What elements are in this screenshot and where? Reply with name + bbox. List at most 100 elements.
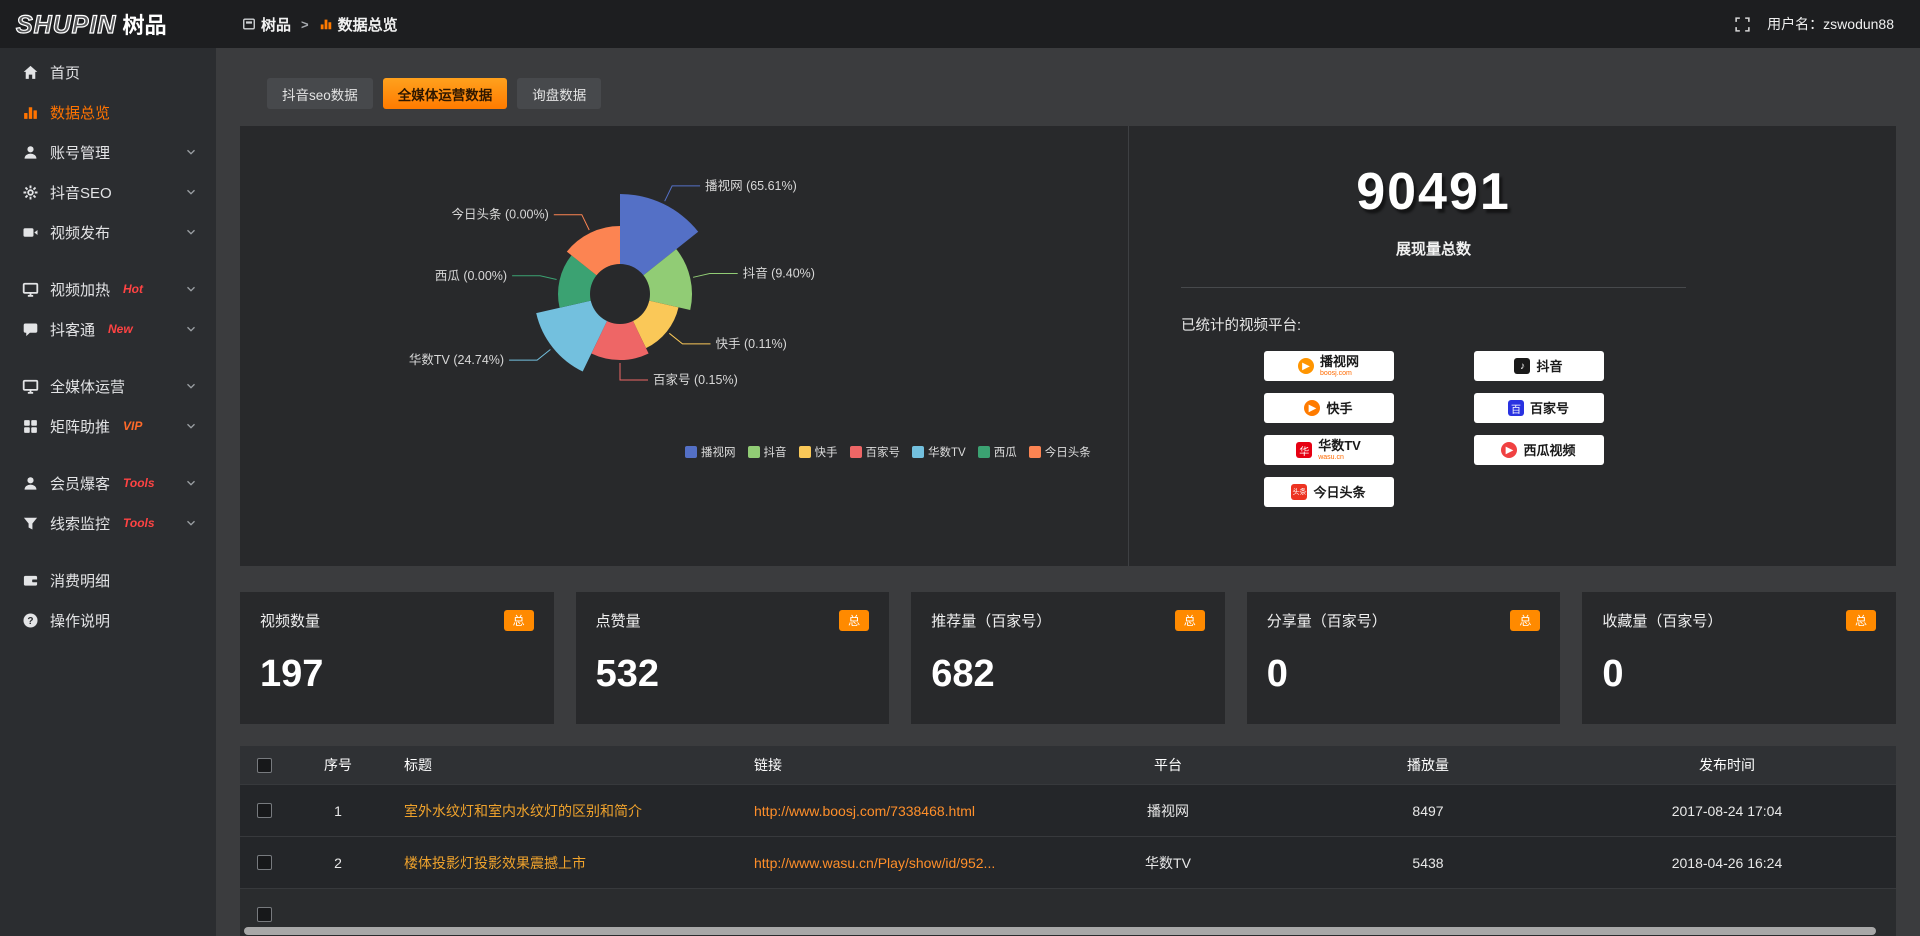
bar-chart-icon xyxy=(320,19,331,30)
platform-domain: wasu.cn xyxy=(1318,454,1344,461)
total-badge[interactable]: 总 xyxy=(503,610,534,631)
logo-text-en: SHUPIN xyxy=(15,10,117,39)
total-badge[interactable]: 总 xyxy=(1845,610,1876,631)
row-checkbox[interactable] xyxy=(256,803,272,818)
sidebar-item-media-operation[interactable]: 全媒体运营 xyxy=(0,366,216,406)
cell-index: 1 xyxy=(334,802,342,819)
tab-douyin-seo-data[interactable]: 抖音seo数据 xyxy=(267,78,373,109)
help-icon: ? xyxy=(22,612,39,629)
platform-name: 播视网 xyxy=(1319,354,1359,369)
video-url-link[interactable]: http://www.wasu.cn/Play/show/id/952... xyxy=(754,854,996,871)
stat-card-label: 推荐量（百家号） xyxy=(931,613,1052,630)
chevron-down-icon xyxy=(184,379,198,393)
legend-item[interactable]: 播视网 xyxy=(685,444,736,460)
sidebar-item-data-overview[interactable]: 数据总览 xyxy=(0,92,216,132)
row-checkbox[interactable] xyxy=(256,855,272,870)
label-leader-line xyxy=(512,275,557,280)
platform-logo-icon: 头条 xyxy=(1291,484,1308,500)
label-leader-line xyxy=(664,185,701,202)
divider xyxy=(1181,287,1686,288)
data-table: 序号 标题 链接 平台 播放量 发布时间 1 室外水纹灯和室内水纹灯的区别和简介… xyxy=(240,746,1896,936)
fullscreen-icon[interactable] xyxy=(1734,16,1751,33)
chat-icon xyxy=(22,321,39,338)
sidebar-item-douyin-seo[interactable]: 抖音SEO xyxy=(0,172,216,212)
chart-legend: 播视网 抖音 快手 百家号 华数TV 西瓜 今日头条 xyxy=(685,444,1091,460)
platform-name: 今日头条 xyxy=(1313,484,1366,500)
legend-item[interactable]: 今日头条 xyxy=(1028,444,1091,460)
sidebar-item-label: 全媒体运营 xyxy=(50,378,126,396)
platform-badge: 华 华数TV wasu.cn xyxy=(1263,435,1394,465)
breadcrumb-item-current[interactable]: 数据总览 xyxy=(319,14,398,35)
pie-slice-label: 华数TV (24.74%) xyxy=(409,352,504,367)
stat-cards: 视频数量 总 197 点赞量 总 532 推荐量（百家号） 总 682 xyxy=(240,592,1896,724)
scrollbar-thumb[interactable] xyxy=(244,927,1876,935)
total-badge[interactable]: 总 xyxy=(839,610,870,631)
pie-slice[interactable] xyxy=(620,194,699,294)
sidebar-item-label: 首页 xyxy=(50,64,81,82)
video-url-link[interactable]: http://www.boosj.com/7338468.html xyxy=(754,802,976,819)
pie-slice[interactable] xyxy=(591,294,649,361)
chevron-down-icon xyxy=(184,419,198,433)
breadcrumb-item-home[interactable]: 树品 xyxy=(242,14,291,35)
legend-item[interactable]: 抖音 xyxy=(747,444,787,460)
select-all-checkbox[interactable] xyxy=(256,757,272,773)
chevron-down-icon xyxy=(184,516,198,530)
legend-swatch xyxy=(685,446,697,458)
tab-inquiry-data[interactable]: 询盘数据 xyxy=(517,78,602,109)
sidebar-item-matrix-boost[interactable]: 矩阵助推 VIP xyxy=(0,406,216,446)
window-icon xyxy=(243,18,255,30)
sidebar-badge: New xyxy=(108,322,133,336)
tab-media-operation-data[interactable]: 全媒体运营数据 xyxy=(382,78,508,109)
total-impressions-value: 90491 xyxy=(1356,163,1511,221)
chevron-down-icon xyxy=(184,185,198,199)
rose-pie-chart: 播视网 (65.61%) 抖音 (9.40%) 快手 (0.11%) 百家号 (0.1… xyxy=(409,178,815,387)
sidebar-item-douketong[interactable]: 抖客通 New xyxy=(0,309,216,349)
sidebar-item-label: 账号管理 xyxy=(50,144,111,162)
pie-chart: 播视网 (65.61%) 抖音 (9.40%) 快手 (0.11%) 百家号 (0.1… xyxy=(240,126,1128,566)
legend-item[interactable]: 华数TV xyxy=(912,444,966,460)
label-leader-line xyxy=(619,363,648,381)
cell-plays: 5438 xyxy=(1412,854,1444,871)
username[interactable]: 用户名：zswodun88 xyxy=(1767,16,1894,32)
gear-icon xyxy=(22,184,39,201)
wallet-icon xyxy=(22,572,39,589)
table-body: 1 室外水纹灯和室内水纹灯的区别和简介 http://www.boosj.com… xyxy=(240,784,1896,936)
sidebar-item-operation-guide[interactable]: ? 操作说明 xyxy=(0,600,216,640)
sidebar-item-consumption-detail[interactable]: 消费明细 xyxy=(0,560,216,600)
sidebar-item-video-heating[interactable]: 视频加热 Hot xyxy=(0,269,216,309)
platforms-label: 已统计的视频平台: xyxy=(1181,318,1302,334)
label-leader-line xyxy=(509,349,551,361)
chevron-down-icon xyxy=(184,476,198,490)
platform-badge: ♪ 抖音 xyxy=(1473,351,1604,381)
total-badge[interactable]: 总 xyxy=(1174,610,1205,631)
pie-slice-label: 西瓜 (0.00%) xyxy=(435,269,507,283)
sidebar-group: 消费明细 ? 操作说明 xyxy=(0,560,216,640)
sidebar-item-lead-monitor[interactable]: 线索监控 Tools xyxy=(0,503,216,543)
platform-list: ▶ 播视网 boosj.com ♪ 抖音 ▶ 快手 xyxy=(1181,351,1686,507)
total-badge[interactable]: 总 xyxy=(1510,610,1541,631)
sidebar-item-member-burst[interactable]: 会员爆客 Tools xyxy=(0,463,216,503)
legend-label: 快手 xyxy=(814,447,838,459)
legend-label: 华数TV xyxy=(928,447,966,459)
legend-item[interactable]: 快手 xyxy=(798,444,838,460)
legend-item[interactable]: 百家号 xyxy=(849,444,900,460)
sidebar-item-video-publish[interactable]: 视频发布 xyxy=(0,212,216,252)
legend-swatch xyxy=(747,446,760,458)
row-checkbox[interactable] xyxy=(256,907,272,922)
cell-index: 2 xyxy=(334,854,342,871)
legend-item[interactable]: 西瓜 xyxy=(977,444,1017,460)
sidebar-badge: Hot xyxy=(123,282,144,296)
stat-card-value: 197 xyxy=(260,653,324,695)
horizontal-scrollbar xyxy=(240,926,1896,936)
stat-card-value: 682 xyxy=(931,653,995,695)
sidebar-item-account-management[interactable]: 账号管理 xyxy=(0,132,216,172)
chart-panel: 播视网 (65.61%) 抖音 (9.40%) 快手 (0.11%) 百家号 (0.1… xyxy=(240,126,1896,566)
breadcrumb-label: 树品 xyxy=(261,16,292,34)
sidebar-item-label: 视频发布 xyxy=(50,224,111,242)
sidebar-item-home[interactable]: 首页 xyxy=(0,52,216,92)
video-title-link[interactable]: 楼体投影灯投影效果震撼上市 xyxy=(404,854,586,871)
sidebar-group: 会员爆客 Tools 线索监控 Tools xyxy=(0,463,216,543)
video-title-link[interactable]: 室外水纹灯和室内水纹灯的区别和简介 xyxy=(404,802,642,819)
sidebar-item-label: 数据总览 xyxy=(50,104,111,122)
stat-card: 分享量（百家号） 总 0 xyxy=(1246,592,1561,724)
